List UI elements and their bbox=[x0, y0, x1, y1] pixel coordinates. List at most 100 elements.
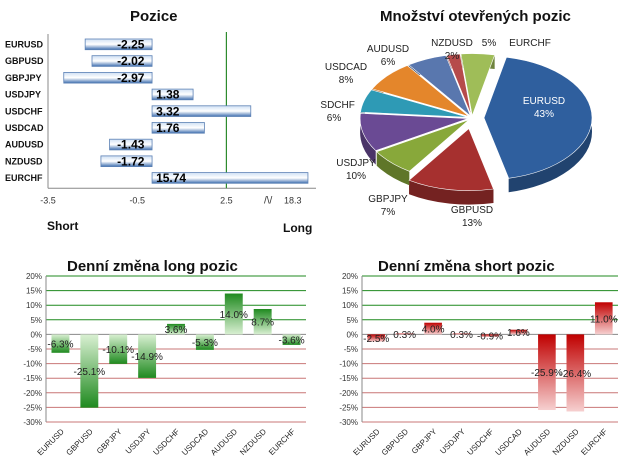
value-label: -2.5% bbox=[363, 334, 389, 345]
x-tick-label: 18.3 bbox=[284, 195, 302, 205]
y-tick-label: -20% bbox=[339, 389, 358, 398]
pie-slice-side bbox=[409, 180, 494, 205]
bar bbox=[282, 334, 301, 345]
value-label: -10.1% bbox=[102, 345, 134, 356]
x-tick-label: 2.5 bbox=[220, 195, 233, 205]
y-tick-label: 5% bbox=[30, 316, 42, 325]
pie-slice bbox=[446, 53, 472, 116]
bar bbox=[109, 334, 128, 364]
category-label: USDCAD bbox=[494, 427, 524, 457]
y-tick-label: -10% bbox=[23, 360, 42, 369]
x-tick-label: -3.5 bbox=[40, 195, 56, 205]
value-label: 3.32 bbox=[156, 104, 180, 118]
y-tick-label: -25% bbox=[23, 403, 42, 412]
slice-label: GBPUSD 13% bbox=[451, 205, 493, 229]
value-label: -1.43 bbox=[117, 138, 145, 152]
pie-slice-side bbox=[376, 151, 410, 186]
slice-name: GBPJPY bbox=[368, 194, 408, 205]
pie-slice bbox=[483, 56, 593, 179]
slice-label: NZDUSD 2% bbox=[431, 38, 473, 62]
pozice-chart: EURUSD -2.25 GBPUSD -2.02 GBPJPY -2.97 USDJPY 1… bbox=[5, 32, 316, 206]
category-label: GBPJPY bbox=[410, 427, 439, 456]
y-tick-label: -30% bbox=[23, 418, 42, 427]
bar bbox=[253, 308, 272, 335]
slice-label: GBPJPY 7% bbox=[368, 194, 408, 218]
bar bbox=[151, 122, 205, 134]
bar bbox=[151, 105, 252, 117]
category-label: AUDUSD bbox=[5, 140, 44, 150]
x-tick-label: -0.5 bbox=[129, 195, 145, 205]
category-label: EURCHF bbox=[579, 427, 609, 457]
y-tick-label: 15% bbox=[26, 287, 42, 296]
category-label: EURCHF bbox=[5, 173, 43, 183]
short-label: Short bbox=[47, 219, 79, 233]
y-tick-label: -15% bbox=[23, 374, 42, 383]
slice-label: USDCAD 8% bbox=[325, 62, 367, 86]
axis-break-mark: /\/ bbox=[264, 195, 273, 206]
value-label: -0.9% bbox=[477, 332, 503, 343]
category-label: AUDUSD bbox=[209, 427, 239, 457]
bar bbox=[51, 334, 70, 353]
value-label: -25.9% bbox=[531, 368, 563, 379]
pie-slice bbox=[460, 53, 496, 117]
category-label: USDCAD bbox=[5, 123, 44, 133]
y-tick-label: 20% bbox=[26, 272, 42, 281]
value-label: 0.3% bbox=[393, 330, 416, 341]
category-label: USDJPY bbox=[5, 90, 41, 100]
slice-name: NZDUSD bbox=[431, 38, 473, 49]
value-label: -2.25 bbox=[117, 38, 145, 52]
pie-slice bbox=[360, 89, 469, 118]
category-label: NZDUSD bbox=[551, 427, 581, 457]
y-tick-label: -15% bbox=[339, 374, 358, 383]
category-label: EURCHF bbox=[267, 427, 297, 457]
bar bbox=[100, 155, 153, 167]
slice-label: USDCHF 6% bbox=[320, 100, 355, 124]
category-label: GBPJPY bbox=[95, 427, 124, 456]
slice-name: USDJPY bbox=[336, 158, 376, 169]
chart-title: Denní změna short pozic bbox=[378, 258, 555, 275]
bar bbox=[424, 322, 442, 335]
long-chart: 20% 15% 10% 5% 0% -5% -10% -15% -20% -25% -30% -6.3… bbox=[23, 272, 306, 457]
slice-label: USDJPY 10% bbox=[336, 158, 376, 182]
bar bbox=[481, 334, 499, 338]
slice-value: 5% bbox=[482, 38, 497, 49]
bar bbox=[138, 334, 157, 378]
pie-slice bbox=[359, 113, 469, 152]
category-label: USDCAD bbox=[180, 427, 210, 457]
slice-label: EURCHF 5% bbox=[482, 38, 551, 49]
chart-title: Množství otevřených pozic bbox=[380, 8, 571, 25]
long-label: Long bbox=[283, 221, 313, 235]
value-label: -6.3% bbox=[47, 340, 73, 351]
short-panel: Denní změna short pozic 20% 15% 10% 5% 0% -5%… bbox=[316, 250, 624, 475]
slice-value: 43% bbox=[534, 109, 554, 120]
pie-slice bbox=[376, 119, 470, 172]
category-label: USDJPY bbox=[124, 427, 153, 456]
value-label: -2.97 bbox=[117, 71, 145, 85]
short-chart: 20% 15% 10% 5% 0% -5% -10% -15% -20% -25% -30% -2.5… bbox=[339, 272, 618, 457]
slice-value: 6% bbox=[327, 113, 342, 124]
value-label: -14.9% bbox=[131, 352, 163, 363]
bar bbox=[395, 333, 414, 335]
y-tick-label: -5% bbox=[344, 345, 358, 354]
bar bbox=[509, 329, 528, 335]
value-label: 4.0% bbox=[422, 325, 445, 336]
bar bbox=[91, 55, 153, 67]
y-tick-label: -25% bbox=[339, 403, 358, 412]
slice-value: 7% bbox=[381, 207, 396, 218]
value-label: -2.02 bbox=[117, 54, 145, 68]
y-tick-label: -10% bbox=[339, 360, 358, 369]
bar bbox=[84, 38, 153, 51]
value-label: 1.76 bbox=[156, 121, 180, 135]
y-tick-label: -20% bbox=[23, 389, 42, 398]
slice-value: 2% bbox=[445, 51, 460, 62]
bar bbox=[538, 334, 556, 411]
y-tick-label: -30% bbox=[339, 418, 358, 427]
pie-slice bbox=[371, 65, 470, 117]
category-label: NZDUSD bbox=[238, 427, 268, 457]
pozice-panel: Pozice EURUSD -2.25 GBPUSD -2.02 GBPJPY -2.97… bbox=[0, 0, 320, 240]
category-label: EURUSD bbox=[351, 427, 381, 457]
y-tick-label: 20% bbox=[342, 272, 358, 281]
category-label: USDCHF bbox=[465, 427, 495, 457]
y-tick-label: 10% bbox=[26, 301, 42, 310]
bar bbox=[195, 334, 214, 350]
